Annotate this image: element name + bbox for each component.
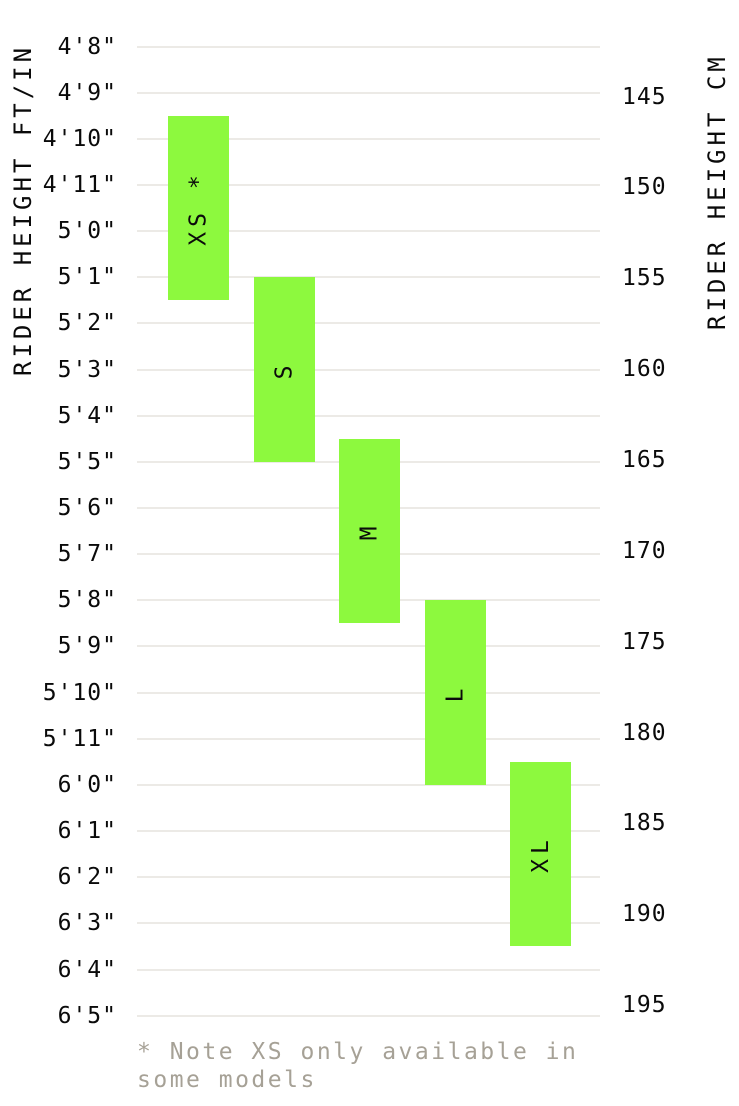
- cm-tick-label: 165: [622, 447, 667, 474]
- ftin-tick-label: 5'7": [57, 541, 117, 568]
- cm-tick-label: 190: [622, 901, 667, 928]
- size-bar-l: L: [424, 600, 486, 785]
- ftin-tick-label: 5'8": [57, 587, 117, 614]
- ftin-tick-label: 4'9": [57, 79, 117, 106]
- ftin-tick-label: 5'11": [42, 725, 117, 752]
- gridline: [137, 830, 600, 833]
- size-bar-s: S: [253, 277, 315, 462]
- ftin-tick-label: 6'0": [57, 771, 117, 798]
- ftin-tick-label: 6'2": [57, 864, 117, 891]
- size-bar-xl: XL: [510, 761, 571, 947]
- size-bar-label-s: S: [270, 360, 297, 379]
- gridline: [137, 414, 600, 417]
- gridline: [137, 968, 600, 971]
- ftin-tick-label: 5'10": [42, 679, 117, 706]
- gridline: [137, 137, 600, 140]
- ftin-tick-label: 4'8": [57, 33, 117, 60]
- ftin-tick-label: 6'5": [57, 1002, 117, 1029]
- gridline: [137, 91, 600, 94]
- ftin-tick-label: 4'10": [42, 125, 117, 152]
- chart-footnote: * Note XS only available in some models: [137, 1039, 579, 1093]
- size-bar-label-l: L: [441, 683, 468, 703]
- ftin-tick-label: 6'1": [57, 818, 117, 845]
- ftin-tick-label: 5'0": [57, 218, 117, 245]
- gridline: [137, 183, 600, 186]
- ftin-tick-label: 4'11": [42, 171, 117, 198]
- cm-tick-label: 195: [622, 992, 667, 1019]
- gridline: [137, 276, 600, 279]
- ftin-tick-label: 5'9": [57, 633, 117, 660]
- size-bar-m: M: [339, 438, 400, 624]
- gridline: [137, 645, 600, 648]
- cm-tick-label: 150: [622, 174, 667, 201]
- right-axis-title: RIDER HEIGHT CM: [703, 53, 731, 330]
- gridline: [137, 322, 600, 325]
- size-bar-label-m: M: [356, 521, 383, 541]
- size-bar-label-xs: XS *: [185, 170, 212, 246]
- ftin-tick-label: 6'4": [57, 956, 117, 983]
- gridline: [137, 45, 600, 48]
- cm-tick-label: 160: [622, 356, 667, 383]
- gridline: [137, 922, 600, 925]
- cm-tick-label: 170: [622, 537, 667, 564]
- cm-tick-label: 155: [622, 265, 667, 292]
- ftin-tick-label: 5'3": [57, 356, 117, 383]
- gridline: [137, 691, 600, 694]
- gridline: [137, 230, 600, 233]
- size-bar-xs: XS *: [168, 115, 229, 301]
- cm-tick-label: 145: [622, 83, 667, 110]
- cm-tick-label: 185: [622, 810, 667, 837]
- gridline: [137, 1014, 600, 1017]
- size-bar-label-xl: XL: [527, 835, 554, 873]
- ftin-tick-label: 5'2": [57, 310, 117, 337]
- cm-tick-label: 180: [622, 719, 667, 746]
- gridline: [137, 737, 600, 740]
- ftin-tick-label: 5'5": [57, 448, 117, 475]
- gridline: [137, 876, 600, 879]
- gridline: [137, 783, 600, 786]
- ftin-tick-label: 5'4": [57, 402, 117, 429]
- ftin-tick-label: 6'3": [57, 910, 117, 937]
- ftin-tick-label: 5'6": [57, 495, 117, 521]
- ftin-tick-label: 5'1": [57, 264, 117, 291]
- cm-tick-label: 175: [622, 628, 667, 655]
- gridline: [137, 368, 600, 371]
